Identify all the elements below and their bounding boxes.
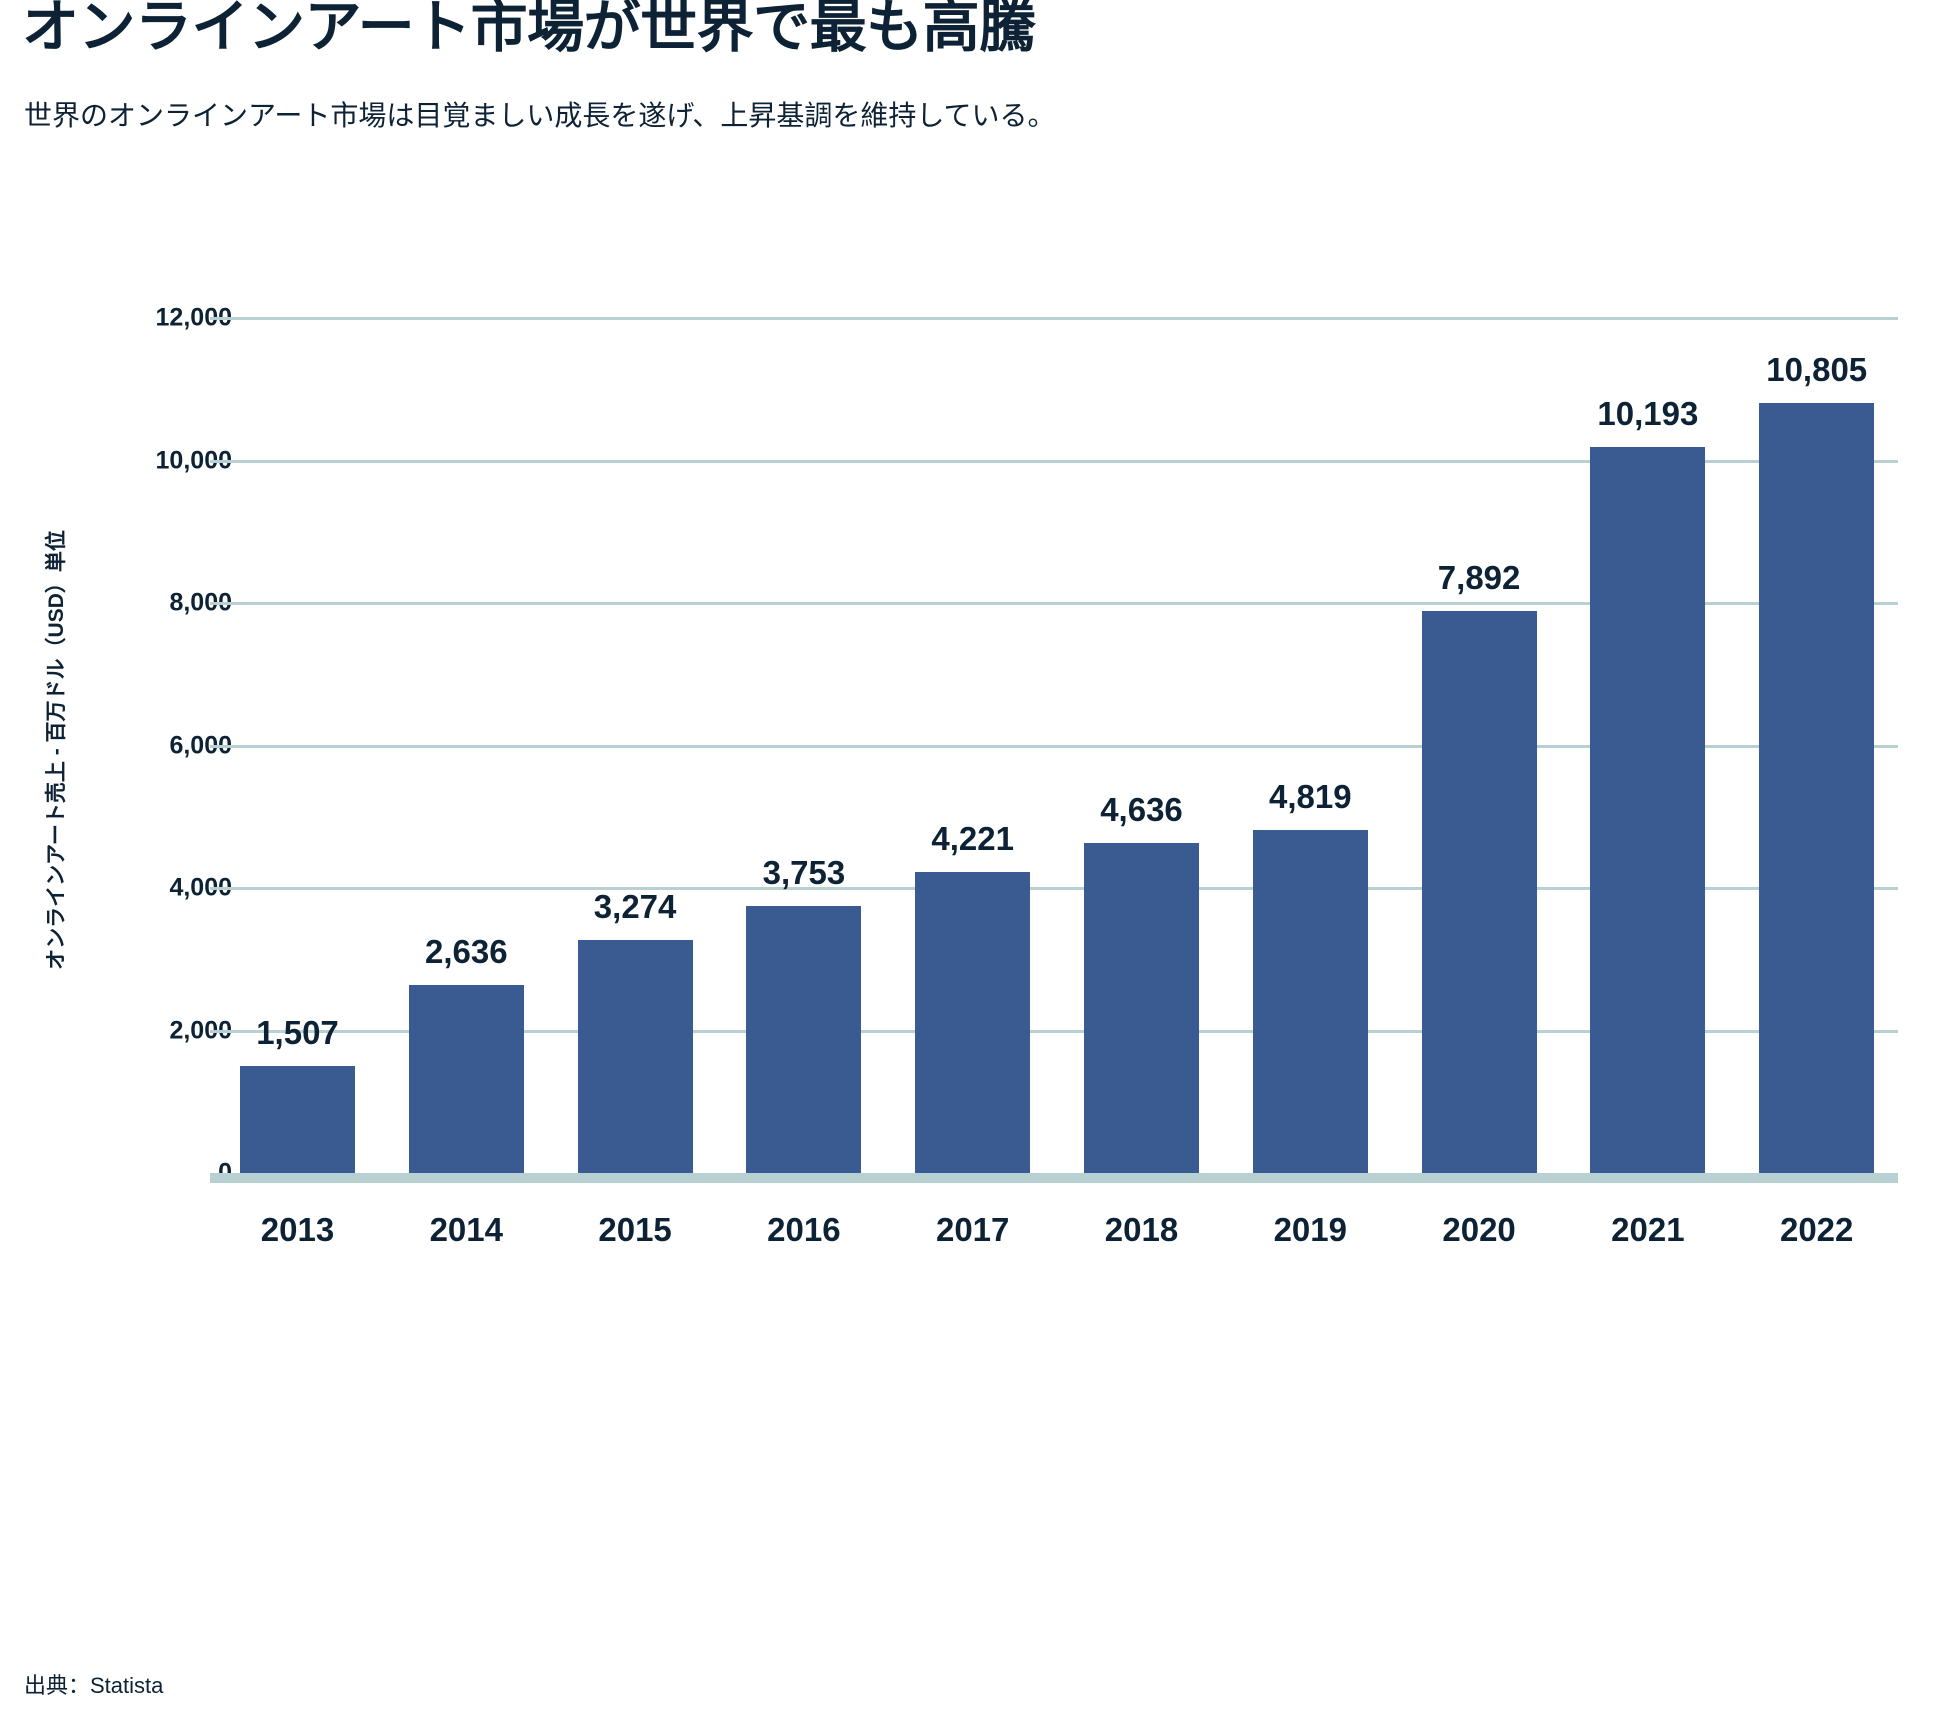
y-axis-tick-label: 0 xyxy=(0,1159,232,1188)
bar-value-label: 3,274 xyxy=(593,887,677,925)
gridline xyxy=(210,887,1898,890)
x-axis-tick-label: 2016 xyxy=(767,1211,841,1248)
bar[interactable] xyxy=(240,1065,355,1173)
gridline xyxy=(210,1029,1898,1033)
bar-value-label: 3,753 xyxy=(762,853,846,891)
chart-subtitle: 世界のオンラインアート市場は目覚ましい成長を遂げ、上昇基調を維持している。 xyxy=(24,100,1056,131)
x-axis-tick-label: 2013 xyxy=(260,1211,335,1248)
x-axis-baseline xyxy=(210,1173,1898,1183)
bar-value-label: 4,636 xyxy=(1100,790,1183,828)
bar[interactable] xyxy=(746,905,862,1173)
y-axis-tick-label: 6,000 xyxy=(169,731,232,759)
gridline xyxy=(210,744,1898,748)
y-axis-tick-label: 8,000 xyxy=(169,588,232,617)
gridline xyxy=(210,459,1898,463)
bar[interactable] xyxy=(408,985,524,1173)
bar[interactable] xyxy=(1084,842,1199,1173)
plot-area xyxy=(210,317,1898,1183)
x-axis-tick-label: 2014 xyxy=(429,1211,503,1248)
x-axis-tick-label: 2017 xyxy=(935,1211,1010,1248)
gridline xyxy=(210,317,1898,320)
x-axis-tick-label: 2020 xyxy=(1442,1211,1516,1248)
bar-value-label: 10,805 xyxy=(1766,351,1868,389)
x-axis-tick-label: 2022 xyxy=(1779,1211,1854,1248)
gridline xyxy=(210,602,1898,605)
bar[interactable] xyxy=(1252,829,1368,1173)
bar-value-label: 1,507 xyxy=(256,1013,339,1051)
bar-value-label: 10,193 xyxy=(1597,394,1699,432)
x-axis-tick-label: 2015 xyxy=(598,1211,672,1248)
bar-value-label: 4,221 xyxy=(931,820,1014,858)
bar[interactable] xyxy=(577,939,693,1173)
x-axis-tick-label: 2021 xyxy=(1611,1211,1685,1248)
bar-value-label: 4,819 xyxy=(1269,777,1352,815)
bar[interactable] xyxy=(1421,610,1537,1173)
bar-value-label: 7,892 xyxy=(1437,558,1521,596)
y-axis-tick-label: 10,000 xyxy=(155,446,232,474)
bar[interactable] xyxy=(1590,446,1706,1173)
bar[interactable] xyxy=(915,872,1031,1173)
bar[interactable] xyxy=(1759,403,1875,1173)
x-axis-tick-label: 2018 xyxy=(1104,1211,1179,1248)
x-axis-tick-label: 2019 xyxy=(1273,1211,1347,1248)
y-axis-tick-label: 12,000 xyxy=(155,303,232,332)
chart-source: 出典：Statista xyxy=(24,1673,164,1698)
page-title: オンラインアート市場が世界で最も高騰 xyxy=(22,0,1036,59)
bar-value-label: 2,636 xyxy=(425,933,508,971)
y-axis-tick-label: 4,000 xyxy=(169,873,232,902)
